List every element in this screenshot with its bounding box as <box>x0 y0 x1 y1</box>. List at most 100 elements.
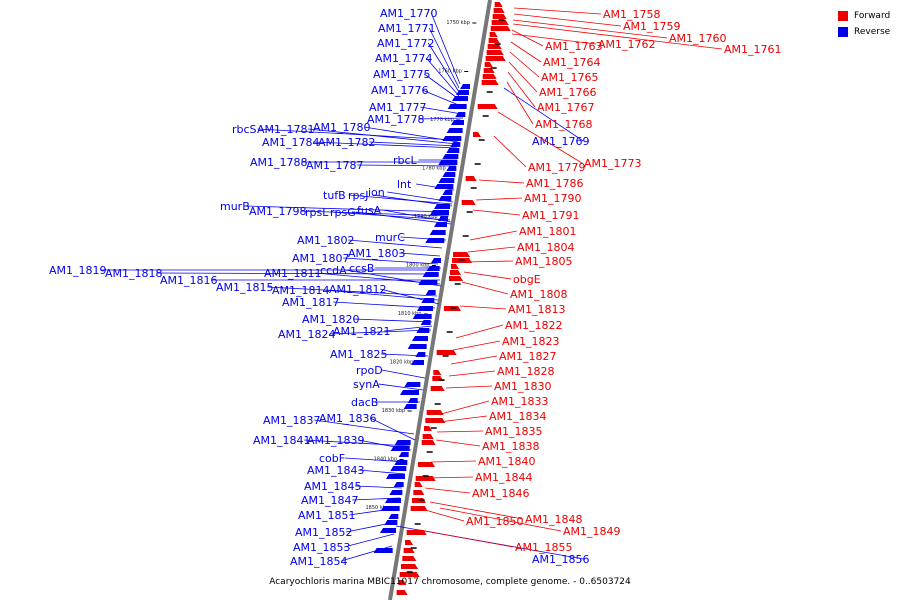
tick-label: 1750 kbp <box>446 20 470 26</box>
reverse-gene-label: AM1_1782 <box>318 136 376 149</box>
reverse-gene-leader <box>378 383 424 391</box>
reverse-gene-arrow <box>442 136 462 141</box>
forward-gene-label: AM1_1849 <box>563 525 621 538</box>
forward-gene-leader <box>436 430 484 433</box>
forward-gene-leader <box>445 385 493 389</box>
reverse-gene-arrow <box>394 460 408 465</box>
forward-gene-leader <box>430 460 477 463</box>
forward-gene-leader <box>435 439 481 447</box>
forward-gene-arrow <box>406 530 427 535</box>
forward-gene-leader <box>461 281 509 295</box>
reverse-gene-arrow <box>430 210 449 215</box>
reverse-gene-arrow <box>420 320 431 325</box>
reverse-gene-arrow <box>447 104 467 109</box>
forward-gene-arrow <box>465 176 477 181</box>
reverse-gene-leader <box>344 533 395 548</box>
tick-label: 1820 kbp <box>390 360 414 366</box>
reverse-gene-arrow <box>456 90 469 95</box>
forward-gene-label: AM1_1791 <box>522 209 580 222</box>
forward-gene-label: AM1_1848 <box>525 513 583 526</box>
reverse-gene-arrow <box>394 440 411 445</box>
tick-label: 1780 kbp <box>422 166 446 172</box>
forward-gene-label: AM1_1786 <box>526 177 584 190</box>
reverse-gene-label: synA <box>353 378 380 391</box>
reverse-gene-label: lnt <box>397 178 412 191</box>
reverse-gene-arrow <box>446 148 460 153</box>
reverse-gene-leader <box>381 369 426 379</box>
forward-gene-arrow <box>483 68 495 73</box>
reverse-gene-arrow <box>407 344 427 349</box>
reverse-gene-label: AM1_1788 <box>250 156 308 169</box>
forward-gene-label: AM1_1790 <box>524 192 582 205</box>
forward-gene-leader <box>438 415 488 423</box>
forward-gene-arrow <box>477 104 498 109</box>
forward-gene-leader <box>459 305 507 310</box>
reverse-gene-label: dacB <box>351 396 378 409</box>
forward-gene-label: AM1_1763 <box>545 40 603 53</box>
reverse-gene-leader <box>313 141 458 149</box>
reverse-gene-label: ion <box>368 186 385 199</box>
forward-gene-arrow <box>489 32 498 37</box>
reverse-gene-arrow <box>438 178 455 183</box>
reverse-gene-label: AM1_1852 <box>295 526 353 539</box>
forward-gene-arrow <box>473 132 481 137</box>
forward-gene-arrow <box>453 252 470 257</box>
forward-gene-arrow <box>402 556 417 561</box>
reverse-gene-label: AM1_1856 <box>532 553 590 566</box>
forward-gene-label: AM1_1766 <box>539 86 597 99</box>
forward-gene-label: AM1_1761 <box>724 43 782 56</box>
reverse-gene-arrow <box>452 96 468 101</box>
reverse-gene-label: AM1_1776 <box>371 84 429 97</box>
reverse-gene-label: AM1_1816 <box>160 274 218 287</box>
reverse-gene-leader <box>369 141 459 147</box>
forward-gene-leader <box>467 246 516 253</box>
forward-gene-leader <box>452 340 501 351</box>
reverse-gene-arrow <box>438 160 458 165</box>
tick-label: 1800 kbp <box>406 263 430 269</box>
forward-gene-arrow <box>424 426 432 431</box>
reverse-gene-arrow <box>451 120 464 125</box>
reverse-gene-label: rpsJ <box>348 189 368 202</box>
forward-gene-arrow <box>398 580 407 585</box>
legend-item-forward: Forward <box>838 8 890 24</box>
reverse-gene-arrow <box>418 280 438 285</box>
forward-gene-leader <box>508 61 538 93</box>
reverse-gene-label: AM1_1812 <box>329 283 387 296</box>
forward-gene-label: AM1_1822 <box>505 319 563 332</box>
forward-gene-label: AM1_1779 <box>528 161 586 174</box>
reverse-gene-label: AM1_1814 <box>272 284 330 297</box>
reverse-gene-label: AM1_1843 <box>307 464 365 477</box>
reverse-gene-label: rbcS <box>232 123 257 136</box>
tick-label: 1850 kbp <box>366 505 390 511</box>
forward-gene-label: AM1_1846 <box>472 487 530 500</box>
forward-gene-arrow <box>487 44 502 49</box>
forward-gene-leader <box>509 51 540 78</box>
reverse-gene-leader <box>399 252 441 257</box>
forward-gene-leader <box>472 209 521 216</box>
reverse-gene-label: AM1_1820 <box>302 313 360 326</box>
forward-gene-label: AM1_1823 <box>502 335 560 348</box>
reverse-gene-label: AM1_1837 <box>263 414 321 427</box>
forward-gene-leader <box>497 111 583 164</box>
forward-gene-arrow <box>490 26 511 31</box>
reverse-gene-arrow <box>403 404 417 409</box>
forward-gene-label: AM1_1801 <box>519 225 577 238</box>
forward-gene-arrow <box>399 572 420 577</box>
forward-gene-leader <box>511 33 597 45</box>
reverse-gene-leader <box>358 469 406 475</box>
reverse-gene-leader <box>353 318 433 323</box>
reverse-gene-arrow <box>438 216 448 221</box>
chromosome-backbone <box>388 0 492 600</box>
legend-item-reverse: Reverse <box>838 24 890 40</box>
reverse-gene-arrow <box>393 482 404 487</box>
reverse-gene-label: AM1_1807 <box>292 252 350 265</box>
reverse-gene-arrow <box>398 452 409 457</box>
reverse-gene-label: AM1_1775 <box>373 68 431 81</box>
forward-gene-leader <box>469 230 518 241</box>
forward-gene-label: AM1_1765 <box>541 71 599 84</box>
reverse-gene-arrow <box>442 154 459 159</box>
reverse-gene-arrow <box>400 390 419 395</box>
forward-gene-arrow <box>436 350 457 355</box>
reverse-gene-leader <box>300 210 450 217</box>
map-caption: Acaryochloris marina MBIC11017 chromosom… <box>269 577 631 587</box>
